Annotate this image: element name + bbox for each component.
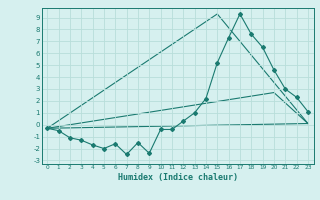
X-axis label: Humidex (Indice chaleur): Humidex (Indice chaleur) <box>118 173 237 182</box>
